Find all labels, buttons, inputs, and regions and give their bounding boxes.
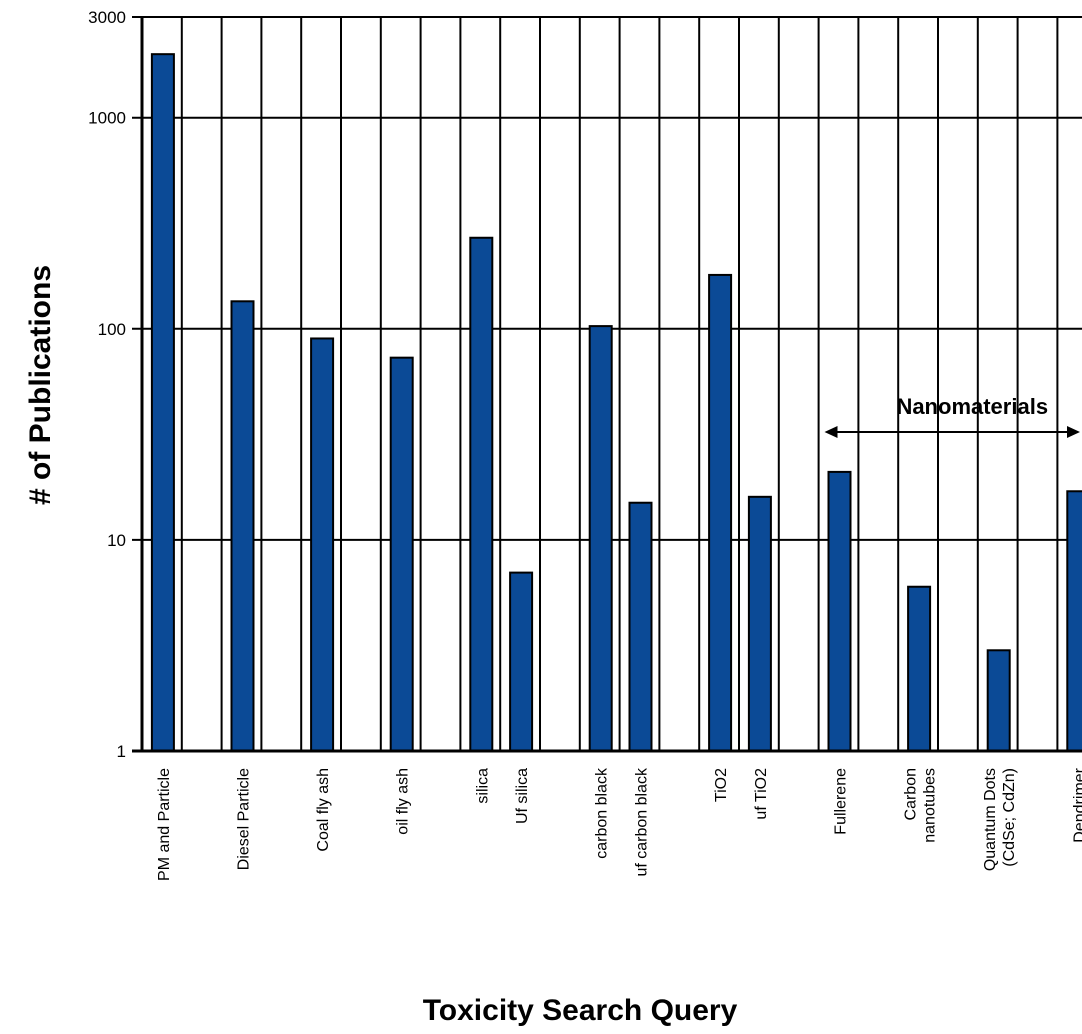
x-tick-label: Uf silica: [514, 768, 531, 824]
bar: [310, 337, 335, 752]
bar: [230, 300, 255, 752]
bar: [827, 470, 852, 752]
x-tick-label: Carbon: [903, 768, 920, 820]
bar: [389, 356, 414, 752]
annotation-arrowhead-right: [1067, 426, 1080, 438]
y-tick-labels: 1 10 100 1000 3000: [88, 8, 126, 761]
x-tick-labels: PM and Particle Diesel Particle Coal fly a…: [156, 767, 1082, 881]
bar: [509, 571, 534, 752]
x-tick-label: uf carbon black: [634, 767, 651, 877]
x-tick-label: (CdSe; CdZn): [1001, 768, 1018, 867]
x-tick-label: uf TiO2: [753, 768, 770, 820]
x-axis-title: Toxicity Search Query: [423, 994, 738, 1027]
y-axis-title: # of Publications: [24, 265, 57, 505]
y-tick-label: 1: [117, 742, 126, 761]
x-tick-label: oil fly ash: [395, 768, 412, 835]
bar: [150, 53, 175, 753]
bar: [628, 501, 653, 753]
y-tick-label: 1000: [88, 109, 126, 128]
annotation-arrowhead-left: [824, 426, 838, 438]
y-tick-label: 3000: [88, 8, 126, 27]
y-tick-label: 10: [107, 531, 126, 550]
bar: [986, 649, 1011, 752]
bar: [708, 273, 733, 752]
x-tick-label: carbon black: [594, 767, 611, 859]
bar: [588, 325, 613, 752]
x-tick-label: TiO2: [713, 768, 730, 802]
x-tick-label: Diesel Particle: [236, 768, 253, 870]
annotation-label: Nanomaterials: [896, 394, 1048, 419]
x-tick-label: PM and Particle: [156, 768, 173, 881]
bar: [747, 495, 772, 752]
x-tick-label: Coal fly ash: [315, 768, 332, 852]
x-tick-label: Quantum Dots: [982, 768, 999, 871]
nanomaterials-annotation: Nanomaterials: [824, 394, 1080, 438]
x-tick-label: silica: [474, 768, 491, 804]
y-tick-label: 100: [98, 320, 126, 339]
x-tick-label: Dendrimer: [1071, 767, 1082, 842]
x-tick-label: nanotubes: [922, 768, 939, 843]
bar: [1066, 490, 1082, 752]
x-tick-label: Fullerene: [833, 768, 850, 835]
bar: [907, 585, 932, 752]
axes: [132, 17, 1082, 753]
bar: [469, 236, 494, 752]
